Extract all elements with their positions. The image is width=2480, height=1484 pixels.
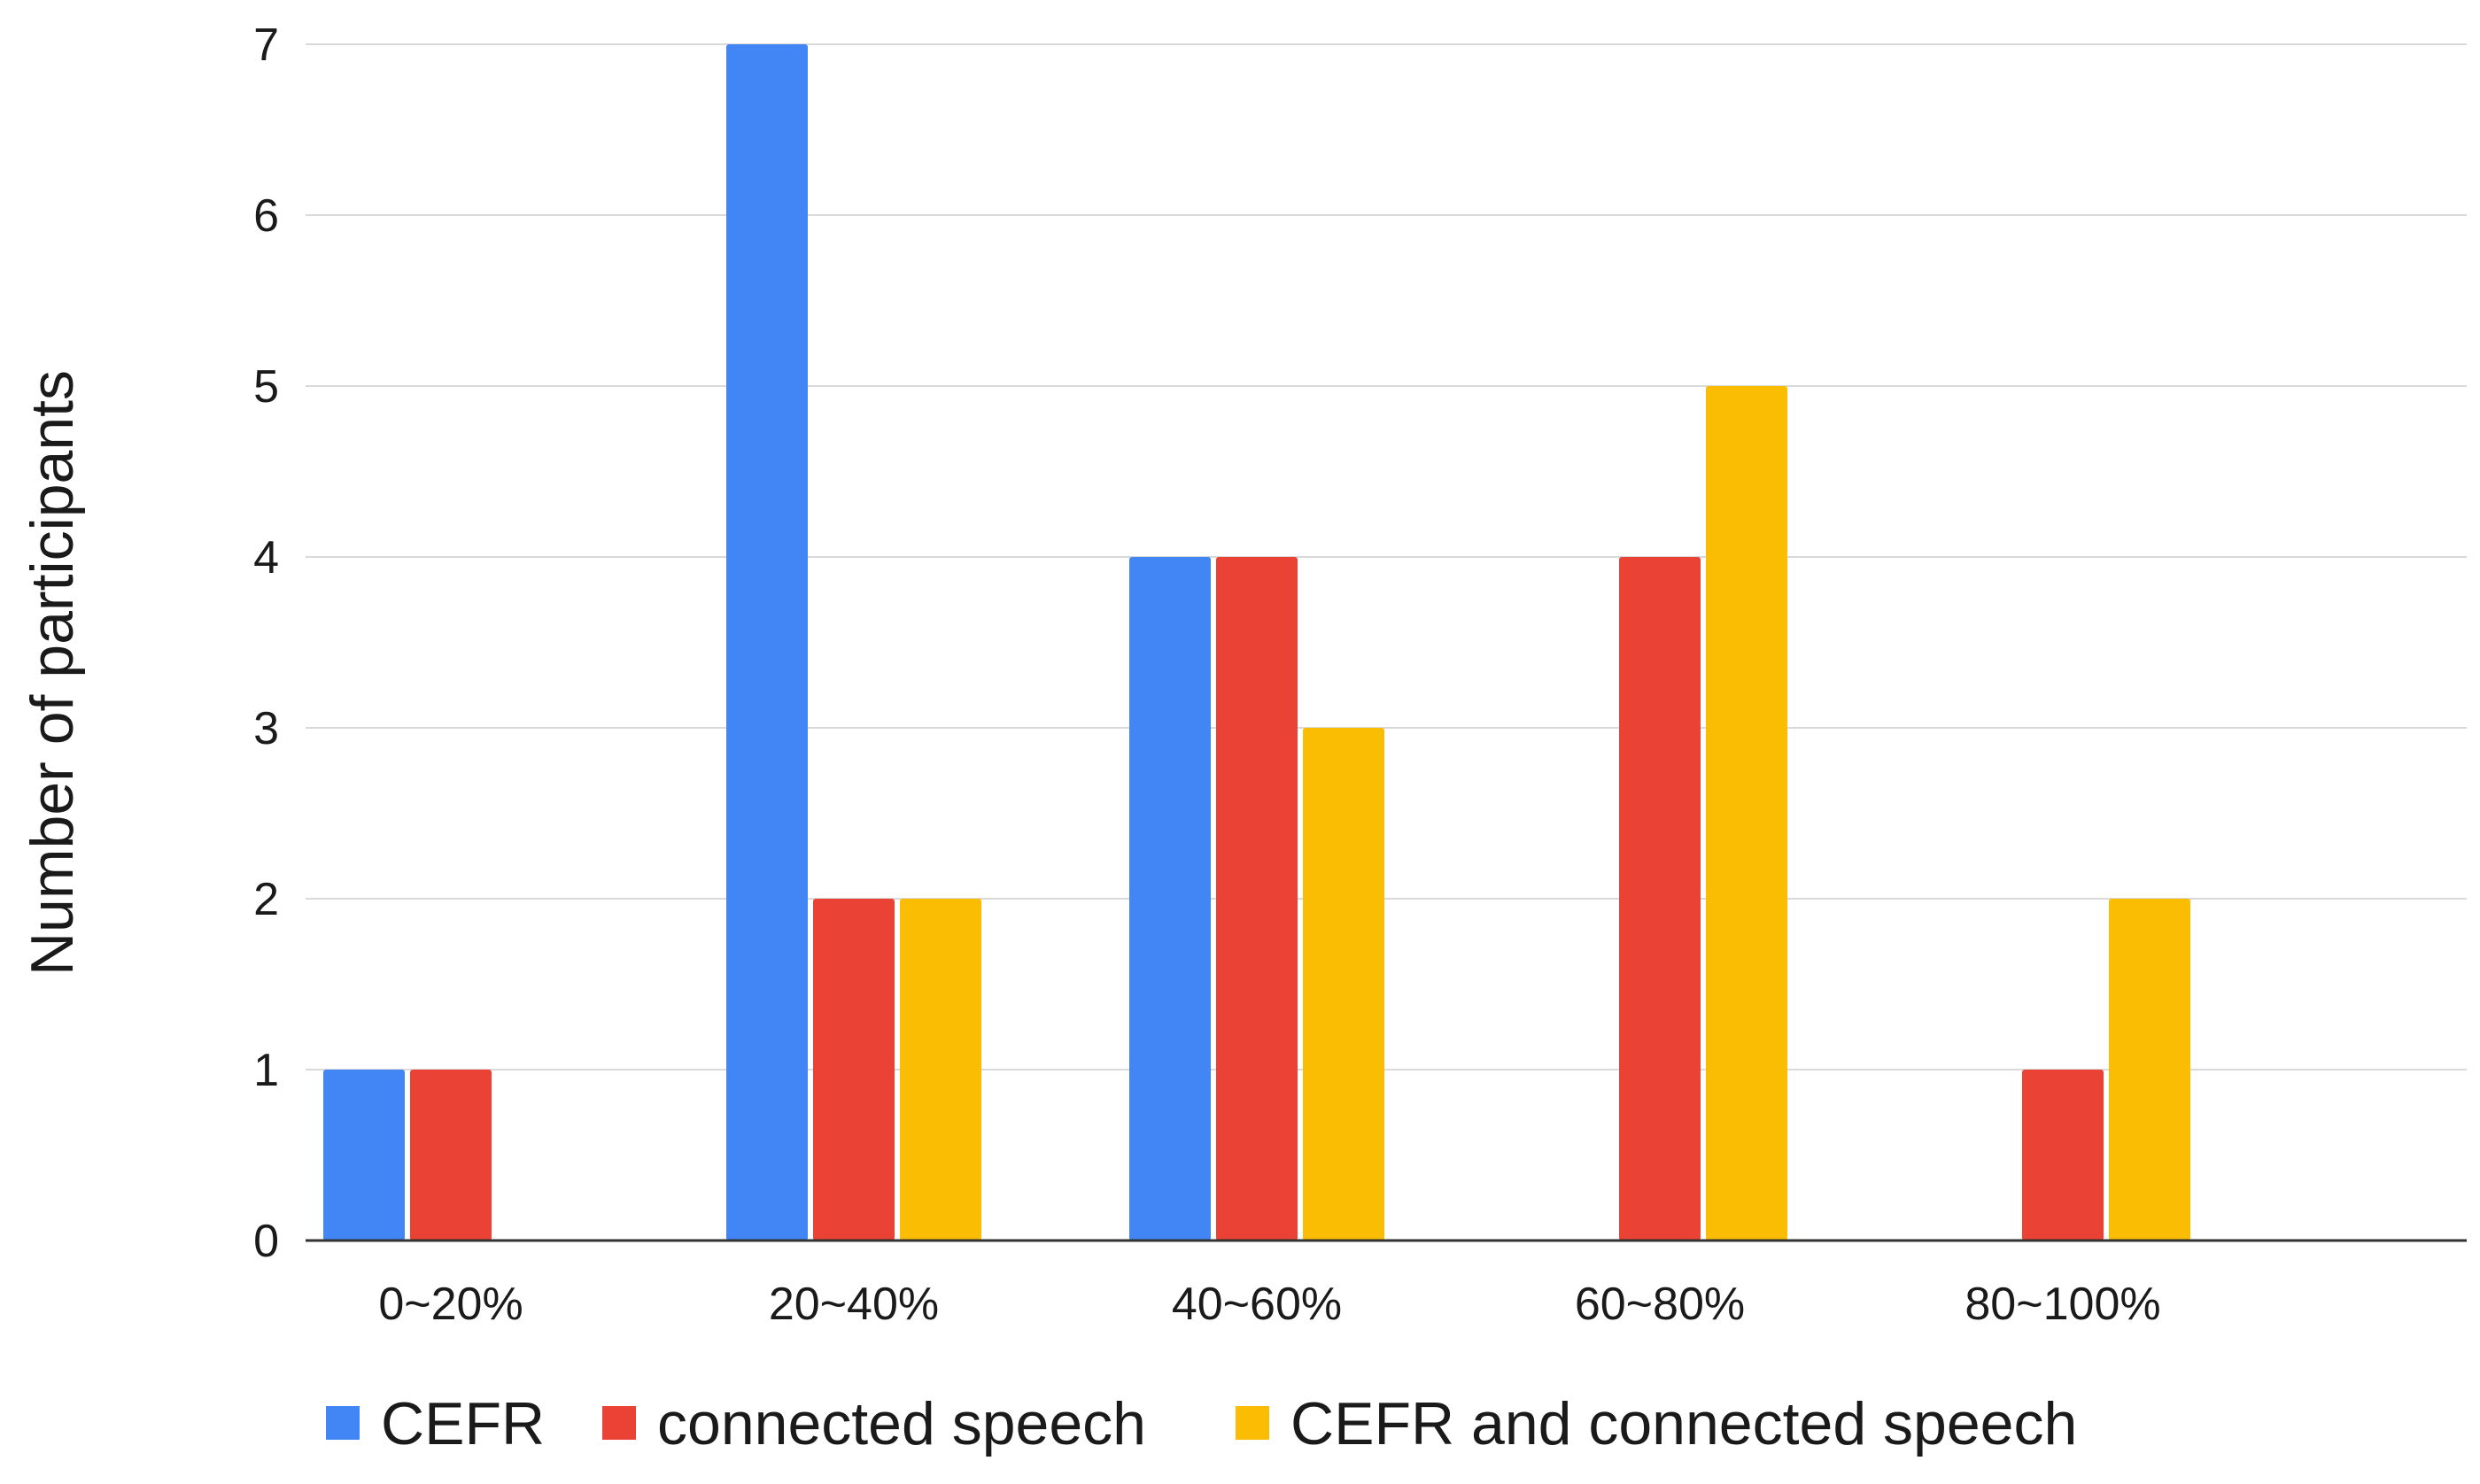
x-tick-label: 0~20% xyxy=(378,1279,523,1330)
bar-connected-speech-1 xyxy=(813,899,895,1241)
y-tick-label: 3 xyxy=(253,703,279,754)
bar-connected-speech-4 xyxy=(2022,1070,2104,1241)
legend-label: CEFR and connected speech xyxy=(1290,1390,2077,1457)
y-tick-label: 7 xyxy=(253,19,279,71)
y-tick-label: 0 xyxy=(253,1216,279,1267)
legend-swatch xyxy=(602,1406,636,1440)
legend-swatch xyxy=(326,1406,360,1440)
bar-cefr-and-connected-speech-2 xyxy=(1303,728,1384,1241)
legend-label: connected speech xyxy=(657,1390,1146,1457)
bars xyxy=(323,44,2190,1241)
x-tick-label: 20~40% xyxy=(769,1279,939,1330)
gridlines xyxy=(306,43,2467,1070)
bar-cefr-0 xyxy=(323,1070,405,1241)
bar-connected-speech-3 xyxy=(1619,557,1701,1241)
y-axis-ticks: 0 1 2 3 4 5 6 7 xyxy=(253,19,279,1267)
bar-connected-speech-2 xyxy=(1216,557,1298,1241)
y-tick-label: 4 xyxy=(253,532,279,584)
bar-connected-speech-0 xyxy=(410,1070,492,1241)
bar-cefr-and-connected-speech-3 xyxy=(1706,386,1787,1241)
bar-cefr-2 xyxy=(1129,557,1211,1241)
legend-swatch xyxy=(1236,1406,1269,1440)
bar-cefr-1 xyxy=(726,44,808,1241)
x-tick-label: 80~100% xyxy=(1965,1279,2160,1330)
bar-cefr-and-connected-speech-4 xyxy=(2109,899,2190,1241)
y-tick-label: 2 xyxy=(253,874,279,925)
legend-label: CEFR xyxy=(381,1390,545,1457)
y-tick-label: 1 xyxy=(253,1045,279,1096)
y-tick-label: 6 xyxy=(253,190,279,242)
x-tick-label: 40~60% xyxy=(1172,1279,1342,1330)
bar-cefr-and-connected-speech-1 xyxy=(900,899,981,1241)
x-tick-label: 60~80% xyxy=(1575,1279,1745,1330)
x-axis-ticks: 0~20% 20~40% 40~60% 60~80% 80~100% xyxy=(378,1279,2160,1330)
y-tick-label: 5 xyxy=(253,361,279,413)
y-axis-title: Number of participants xyxy=(19,370,86,976)
legend: CEFR connected speech CEFR and connected s… xyxy=(326,1390,2077,1457)
